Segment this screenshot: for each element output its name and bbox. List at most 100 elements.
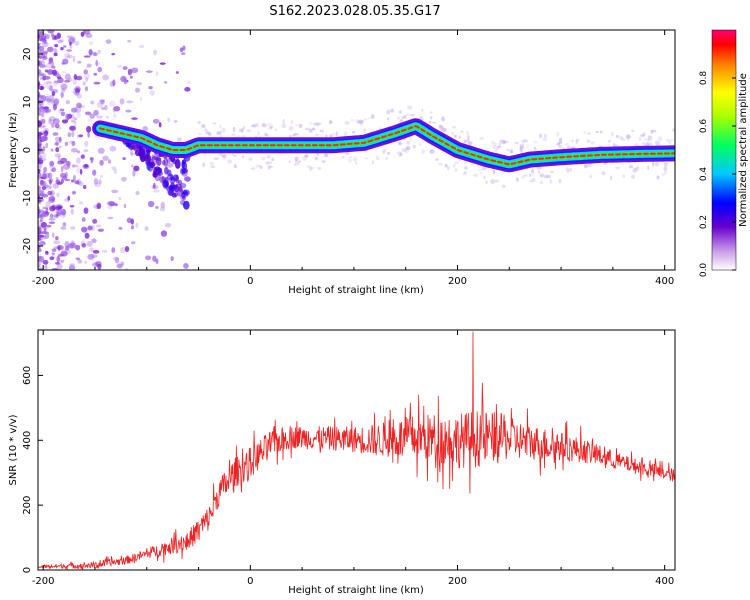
spectrogram-noise-blob (47, 172, 53, 179)
spectrogram-noise-blob (55, 236, 59, 241)
spectrogram-noise-blob (41, 136, 47, 140)
y-tick-label: 10 (22, 96, 33, 109)
figure-title: S162.2023.028.05.35.G17 (269, 4, 440, 19)
spectrogram-halo-blob (257, 131, 260, 136)
spectrogram-noise-blob (131, 67, 139, 74)
spectrogram-noise-blob (82, 227, 88, 234)
spectrogram-noise-blob (66, 54, 74, 59)
spectrogram-halo-blob (386, 151, 391, 155)
spectrogram-noise-blob (159, 206, 166, 212)
spectrogram-halo-blob (533, 146, 537, 150)
spectrogram-halo-blob (241, 128, 244, 133)
spectrogram-noise-blob (78, 201, 84, 205)
spectrogram-noise-blob (72, 55, 76, 63)
spectrogram-noise-blob (121, 176, 127, 182)
spectrogram-noise-blob (61, 249, 67, 253)
spectrogram-noise-blob (80, 240, 86, 246)
spectrogram-halo-blob (308, 128, 313, 133)
spectrogram-noise-blob (93, 178, 99, 185)
spectrogram-noise-blob (177, 186, 183, 192)
spectrogram-noise-blob (42, 171, 46, 179)
spectrogram-noise-blob (45, 81, 53, 85)
spectrogram-halo-blob (619, 136, 624, 140)
spectrogram-noise-blob (51, 60, 54, 67)
spectrogram-halo-blob (565, 166, 569, 172)
spectrogram-noise-blob (89, 247, 94, 253)
spectrogram-halo-blob (587, 132, 591, 135)
spectrogram-noise-blob (70, 179, 75, 183)
colorbar-tick-label: 0.0 (699, 263, 709, 278)
spectrogram-halo-blob (558, 144, 563, 148)
spectrogram-halo-blob (558, 141, 563, 144)
spectrogram-halo-blob (282, 118, 285, 124)
spectrogram-noise-blob (176, 137, 182, 143)
spectrogram-noise-blob (47, 190, 53, 196)
spectrogram-halo-blob (345, 151, 350, 155)
spectrogram-noise-blob (134, 87, 141, 93)
spectrogram-noise-blob (62, 58, 69, 65)
spectrogram-halo-blob (465, 139, 469, 142)
spectrogram-noise-blob (42, 145, 46, 152)
spectrogram-halo-blob (304, 127, 310, 131)
spectrogram-halo-blob (197, 121, 201, 124)
spectrogram-halo-blob (638, 137, 642, 141)
spectrogram-halo-blob (255, 164, 258, 168)
spectrogram-noise-blob (54, 123, 60, 129)
spectrogram-halo-blob (533, 140, 539, 144)
spectrogram-halo-blob (540, 166, 543, 169)
spectrogram-halo-blob (509, 150, 513, 154)
spectrogram-noise-blob (42, 235, 47, 240)
spectrogram-noise-blob (145, 70, 153, 73)
spectrogram-halo-blob (261, 156, 266, 161)
snr-y-axis: 0 200 400 600 (22, 366, 43, 573)
spectrogram-noise-blob (85, 65, 92, 69)
spectrogram-noise-blob (51, 121, 55, 128)
spectrogram-noise-blob (61, 70, 67, 74)
spectrogram-halo-blob (479, 171, 483, 175)
spectrogram-noise-blob (161, 160, 166, 166)
spectrogram-halo-blob (409, 137, 413, 141)
spectrogram-noise-blob (107, 216, 114, 220)
spectrogram-noise-blob (122, 157, 126, 160)
spectrogram-halo-blob (568, 167, 573, 172)
spectrogram-noise-blob (53, 214, 59, 218)
spectrogram-halo-blob (332, 131, 336, 137)
spectrogram-halo-blob (642, 132, 646, 137)
spectrogram-noise-blob (57, 155, 61, 163)
spectrogram-noise-blob (107, 201, 114, 206)
spectrogram-noise-blob (118, 197, 122, 201)
spectrogram-noise-blob (184, 87, 191, 92)
spectrogram-noise-blob (166, 173, 173, 181)
spectrogram-noise-blob (157, 171, 164, 176)
spectrogram-halo-blob (464, 166, 469, 170)
spectrogram-halo-blob (398, 153, 403, 157)
spectrogram-noise-blob (49, 160, 55, 167)
spectrogram-halo-blob (601, 171, 606, 176)
spectrogram-halo-blob (274, 128, 278, 132)
spectrogram-halo-blob (652, 161, 655, 167)
spectrogram-noise-blob (56, 192, 60, 198)
spectrogram-noise-blob (170, 182, 175, 190)
spectrogram-noise-blob (71, 140, 76, 147)
spectrogram-noise-blob (88, 49, 93, 56)
spectrogram-noise-blob (74, 180, 80, 185)
spectrogram-halo-blob (308, 121, 313, 125)
spectrogram-noise-blob (135, 222, 139, 229)
spectrogram-halo-blob (546, 174, 551, 179)
spectrogram-noise-blob (45, 185, 50, 191)
spectrogram-noise-blob (98, 179, 102, 185)
spectrogram-halo-blob (485, 180, 488, 184)
spectrogram-noise-blob (125, 267, 129, 270)
spectrogram-halo-blob (542, 138, 548, 142)
x-tick-label: 0 (247, 576, 253, 587)
spectrogram-noise-blob (60, 91, 64, 98)
spectrogram-noise-blob (75, 244, 81, 251)
spectrogram-noise-blob (51, 248, 57, 253)
spectrogram-halo-blob (375, 156, 380, 161)
spectrogram-noise-blob (144, 255, 152, 261)
spectrogram-halo-blob (262, 124, 268, 128)
spectrogram-noise-blob (49, 85, 53, 92)
spectrogram-noise-blob (51, 232, 55, 238)
spectrogram-noise-blob (58, 136, 62, 143)
spectrogram-halo-blob (663, 162, 669, 167)
